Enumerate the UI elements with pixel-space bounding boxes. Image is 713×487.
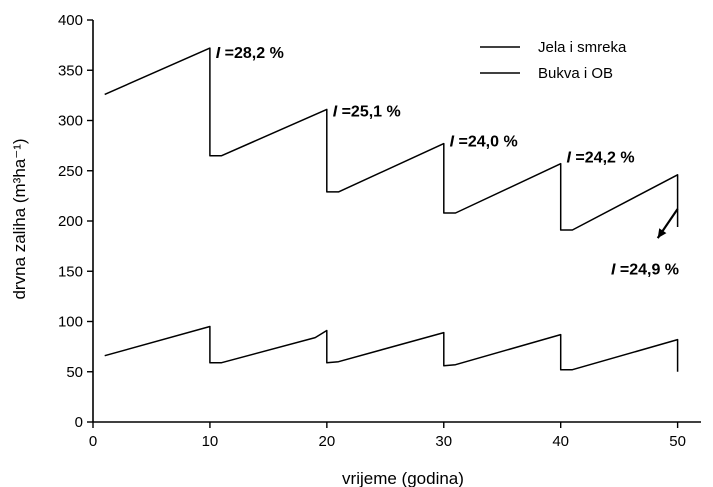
y-tick-label: 50 — [66, 364, 83, 381]
x-tick-label: 50 — [669, 433, 686, 450]
axes: 0 50 100 150 200 250 300 350 400 0 10 20 30 40 50 — [58, 12, 701, 450]
y-tick-label: 350 — [58, 62, 83, 79]
legend-label-jela: Jela i smreka — [538, 39, 627, 56]
y-tick-label: 150 — [58, 263, 83, 280]
series-line-bukva-i-ob — [104, 325, 679, 372]
x-tick-label: 20 — [319, 433, 336, 450]
x-tick-label: 30 — [435, 433, 452, 450]
arrow-head — [657, 228, 667, 239]
legend: Jela i smreka Bukva i OB — [480, 39, 627, 82]
x-axis-title: vrijeme (godina) — [342, 469, 464, 487]
y-axis-title: drvna zaliha (m³ha⁻¹) — [10, 138, 29, 299]
x-tick-label: 10 — [202, 433, 219, 450]
y-tick-label: 200 — [58, 213, 83, 230]
x-tick-label: 40 — [552, 433, 569, 450]
increment-annotation: I =24,9 % — [611, 261, 679, 278]
increment-annotation: I =24,0 % — [450, 134, 518, 151]
annotations-group: I =28,2 % I =25,1 % I =24,0 % I =24,2 % I =2… — [216, 45, 679, 278]
y-tick-label: 400 — [58, 12, 83, 29]
increment-annotation: I =25,1 % — [333, 103, 401, 120]
y-tick-label: 250 — [58, 163, 83, 180]
series-line-jela-i-smreka — [104, 47, 679, 231]
y-tick-label: 100 — [58, 314, 83, 331]
x-tick-label: 0 — [89, 433, 97, 450]
increment-annotation: I =28,2 % — [216, 45, 284, 62]
legend-label-bukva: Bukva i OB — [538, 65, 613, 82]
y-tick-label: 300 — [58, 113, 83, 130]
increment-annotation: I =24,2 % — [567, 150, 635, 167]
y-tick-label: 0 — [75, 414, 83, 431]
series-group — [104, 47, 679, 372]
